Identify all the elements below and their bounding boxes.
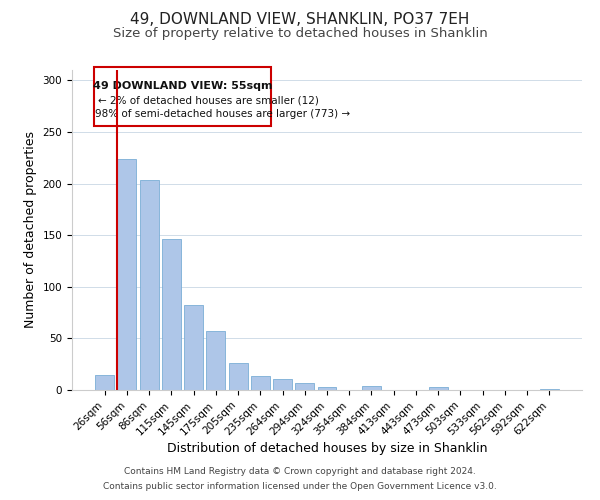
Text: ← 2% of detached houses are smaller (12): ← 2% of detached houses are smaller (12) [98,96,319,106]
Bar [140,180,158,390]
Text: 49 DOWNLAND VIEW: 55sqm: 49 DOWNLAND VIEW: 55sqm [93,82,272,92]
Bar [273,378,292,390]
Bar [184,306,203,390]
Bar [95,374,114,390]
Bar [229,363,248,390]
Bar [206,331,225,390]
Bar [162,240,181,390]
Bar [540,389,559,390]
Text: Size of property relative to detached houses in Shanklin: Size of property relative to detached ho… [113,28,487,40]
Bar [429,387,448,390]
Text: 49, DOWNLAND VIEW, SHANKLIN, PO37 7EH: 49, DOWNLAND VIEW, SHANKLIN, PO37 7EH [130,12,470,28]
Text: Contains public sector information licensed under the Open Government Licence v3: Contains public sector information licen… [103,482,497,491]
X-axis label: Distribution of detached houses by size in Shanklin: Distribution of detached houses by size … [167,442,487,455]
Bar [317,387,337,390]
Bar [295,383,314,390]
FancyBboxPatch shape [94,67,271,126]
Bar [118,159,136,390]
Bar [251,376,270,390]
Y-axis label: Number of detached properties: Number of detached properties [24,132,37,328]
Text: 98% of semi-detached houses are larger (773) →: 98% of semi-detached houses are larger (… [95,109,350,119]
Text: Contains HM Land Registry data © Crown copyright and database right 2024.: Contains HM Land Registry data © Crown c… [124,467,476,476]
Bar [362,386,381,390]
